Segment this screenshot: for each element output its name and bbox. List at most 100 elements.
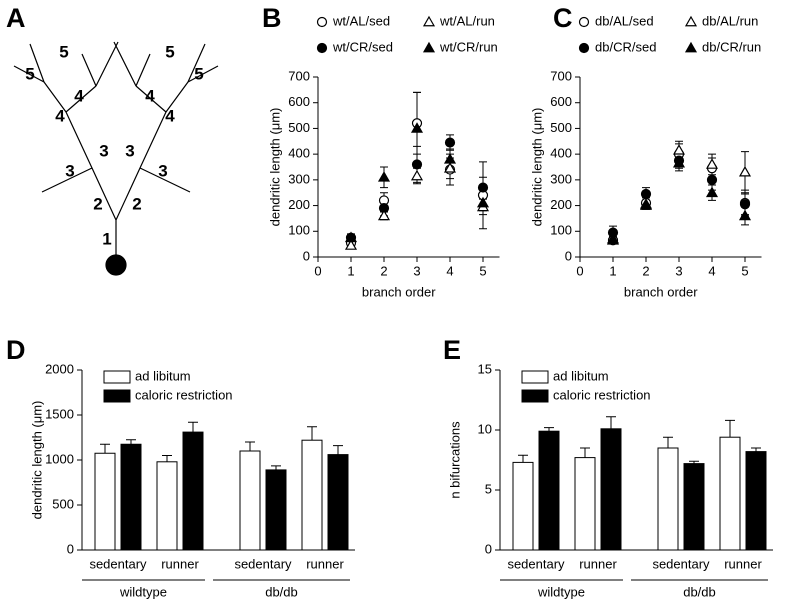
branch-order-label: 3 (65, 161, 74, 180)
bar (745, 451, 767, 551)
legend-marker (578, 16, 590, 28)
y-axis-label: dendritic length (μm) (529, 108, 544, 227)
x-tick-label: runner (579, 556, 617, 571)
y-tick-label: 600 (288, 94, 310, 109)
x-tick-label: runner (306, 556, 344, 571)
data-point (377, 171, 391, 182)
branch-order-label: 3 (158, 161, 167, 180)
branch-order-label: 5 (25, 64, 34, 83)
branch-order-label: 2 (93, 194, 102, 213)
data-point (344, 239, 358, 250)
legend-label: ad libitum (135, 368, 191, 383)
error-bar (544, 427, 554, 432)
y-tick-label: 0 (565, 248, 572, 263)
y-axis-label: dendritic length (μm) (29, 401, 44, 520)
y-tick-label: 10 (478, 421, 492, 436)
y-tick-label: 400 (288, 146, 310, 161)
x-tick-label: 0 (576, 263, 583, 278)
x-tick-label: 4 (446, 263, 453, 278)
x-tick-label: 1 (347, 263, 354, 278)
bar (512, 461, 534, 551)
legend-swatch (521, 389, 549, 403)
x-tick-label: 5 (479, 263, 486, 278)
error-bar (333, 445, 343, 455)
x-tick-label: sedentary (652, 556, 710, 571)
bar (538, 430, 560, 551)
error-bar (580, 447, 590, 458)
data-point (444, 137, 456, 148)
panel-letter: B (262, 3, 282, 33)
bar (327, 454, 349, 551)
y-axis-label: dendritic length (μm) (267, 108, 282, 227)
bar (574, 457, 596, 551)
legend-marker (422, 15, 436, 27)
legend-swatch (103, 389, 131, 403)
panel-letter: E (443, 335, 461, 365)
branch-order-label: 1 (102, 229, 111, 248)
data-point (410, 122, 424, 133)
y-tick-label: 400 (550, 146, 572, 161)
error-bar (725, 419, 735, 438)
branch-order-label: 2 (132, 194, 141, 213)
x-tick-label: sedentary (507, 556, 565, 571)
y-tick-label: 500 (288, 120, 310, 135)
error-bar (606, 416, 616, 429)
x-tick-label: 5 (741, 263, 748, 278)
error-bar (162, 455, 172, 462)
y-tick-label: 15 (478, 361, 492, 376)
legend-marker (684, 41, 698, 53)
data-point (344, 231, 358, 243)
x-tick-label: 2 (642, 263, 649, 278)
data-point (639, 199, 653, 210)
y-tick-label: 600 (550, 94, 572, 109)
y-tick-label: 1500 (45, 406, 74, 421)
legend-marker (316, 16, 328, 28)
error-bar (245, 441, 255, 451)
group-label: wildtype (537, 584, 585, 599)
y-tick-label: 5 (485, 481, 492, 496)
y-tick-label: 100 (288, 223, 310, 238)
x-tick-label: runner (161, 556, 199, 571)
group-label: db/db (265, 584, 298, 599)
error-bar (188, 421, 198, 433)
data-point (411, 159, 423, 170)
x-tick-label: sedentary (234, 556, 292, 571)
data-point (640, 188, 652, 200)
y-tick-label: 200 (550, 197, 572, 212)
y-tick-label: 300 (288, 171, 310, 186)
data-point (476, 196, 490, 208)
legend-label: wt/AL/run (439, 13, 495, 28)
y-tick-label: 0 (485, 541, 492, 556)
legend-label: caloric restriction (553, 387, 651, 402)
bar (657, 447, 679, 551)
x-tick-label: 3 (413, 263, 420, 278)
branch-order-label: 5 (59, 42, 68, 61)
x-axis-label: branch order (624, 284, 698, 299)
data-point (377, 209, 391, 221)
legend-label: db/AL/run (702, 13, 758, 28)
y-tick-label: 0 (303, 248, 310, 263)
legend-label: wt/AL/sed (332, 13, 390, 28)
data-point (477, 182, 489, 193)
x-axis-label: branch order (362, 284, 436, 299)
data-point (443, 153, 457, 164)
x-tick-label: 4 (708, 263, 715, 278)
branch-order-label: 4 (165, 106, 175, 125)
panel-letter: A (6, 3, 26, 33)
group-label: wildtype (119, 584, 167, 599)
branch-order-label: 3 (125, 141, 134, 160)
data-point (443, 162, 457, 173)
bar (120, 443, 142, 551)
legend-label: wt/CR/run (439, 39, 498, 54)
legend-label: caloric restriction (135, 387, 233, 402)
error-bar (100, 443, 110, 454)
y-tick-label: 700 (288, 68, 310, 83)
bar (719, 436, 741, 551)
legend-marker (422, 41, 436, 53)
data-point (706, 174, 718, 185)
data-point (738, 165, 752, 177)
y-tick-label: 2000 (45, 361, 74, 376)
y-tick-label: 500 (550, 120, 572, 135)
branch-order-label: 4 (145, 86, 155, 105)
